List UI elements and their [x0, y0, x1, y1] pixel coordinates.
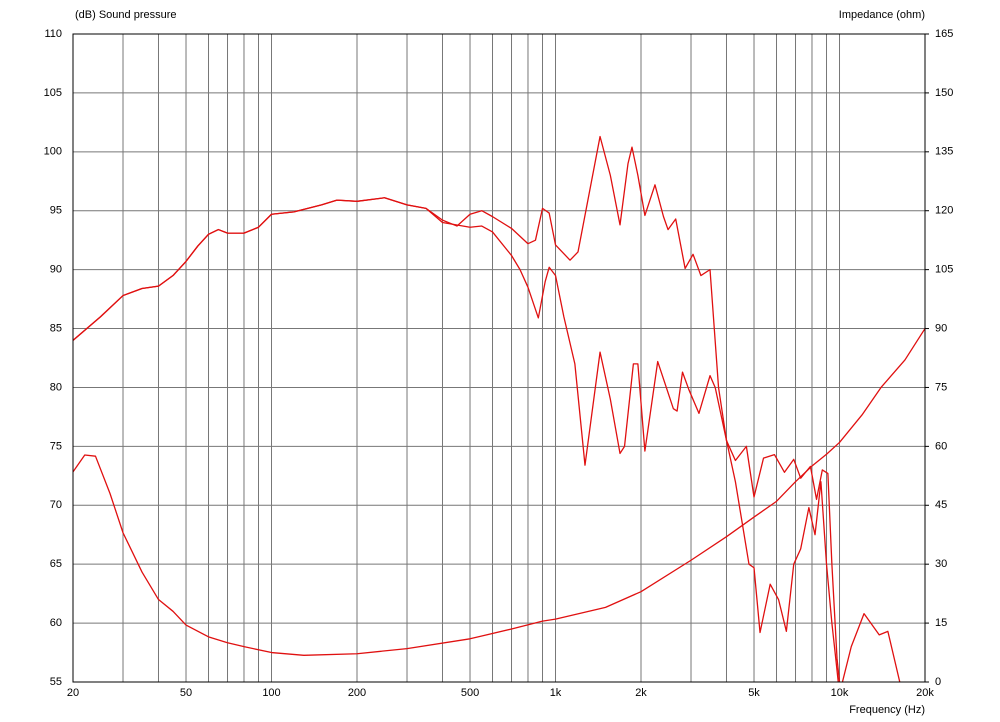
y-tick-label: 100 — [44, 146, 62, 158]
y-tick-label: 105 — [44, 87, 62, 99]
y-axis-label: (dB) Sound pressure — [75, 9, 177, 21]
y-tick-label: 85 — [50, 322, 62, 334]
x-tick-label: 10k — [831, 687, 849, 699]
y2-tick-label: 105 — [935, 264, 953, 276]
y-tick-label: 70 — [50, 499, 62, 511]
curve — [73, 328, 925, 656]
y-tick-label: 55 — [50, 676, 62, 688]
y2-tick-label: 90 — [935, 322, 947, 334]
x-tick-label: 2k — [635, 687, 647, 699]
y2-tick-label: 150 — [935, 87, 953, 99]
curve — [73, 197, 901, 682]
x-tick-label: 200 — [348, 687, 366, 699]
y2-tick-label: 135 — [935, 146, 953, 158]
y-tick-label: 60 — [50, 617, 62, 629]
y2-tick-label: 120 — [935, 205, 953, 217]
x-tick-label: 500 — [461, 687, 479, 699]
plot-area — [73, 135, 925, 682]
y2-tick-label: 165 — [935, 28, 953, 40]
y2-axis-label: Impedance (ohm) — [839, 9, 925, 21]
y2-tick-label: 45 — [935, 499, 947, 511]
y2-tick-label: 60 — [935, 440, 947, 452]
x-tick-label: 50 — [180, 687, 192, 699]
y-tick-label: 110 — [44, 28, 62, 40]
y-tick-label: 65 — [50, 558, 62, 570]
y-tick-label: 90 — [50, 264, 62, 276]
x-tick-label: 5k — [748, 687, 760, 699]
y2-tick-label: 0 — [935, 676, 941, 688]
plot-frame — [72, 33, 926, 683]
y-tick-label: 75 — [50, 440, 62, 452]
x-tick-label: 100 — [262, 687, 280, 699]
y2-tick-label: 30 — [935, 558, 947, 570]
x-tick-label: 20 — [67, 687, 79, 699]
y-tick-label: 95 — [50, 205, 62, 217]
x-axis-label: Frequency (Hz) — [849, 704, 925, 716]
x-tick-label: 1k — [550, 687, 562, 699]
y2-tick-label: 15 — [935, 617, 947, 629]
x-tick-label: 20k — [916, 687, 934, 699]
y-tick-label: 80 — [50, 381, 62, 393]
y2-tick-label: 75 — [935, 381, 947, 393]
